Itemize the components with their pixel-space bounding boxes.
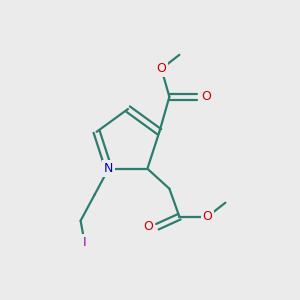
Text: O: O <box>201 90 211 103</box>
Text: O: O <box>202 210 212 223</box>
Text: O: O <box>143 220 153 233</box>
Text: I: I <box>83 236 86 249</box>
Text: O: O <box>156 62 166 75</box>
Text: N: N <box>104 162 113 175</box>
